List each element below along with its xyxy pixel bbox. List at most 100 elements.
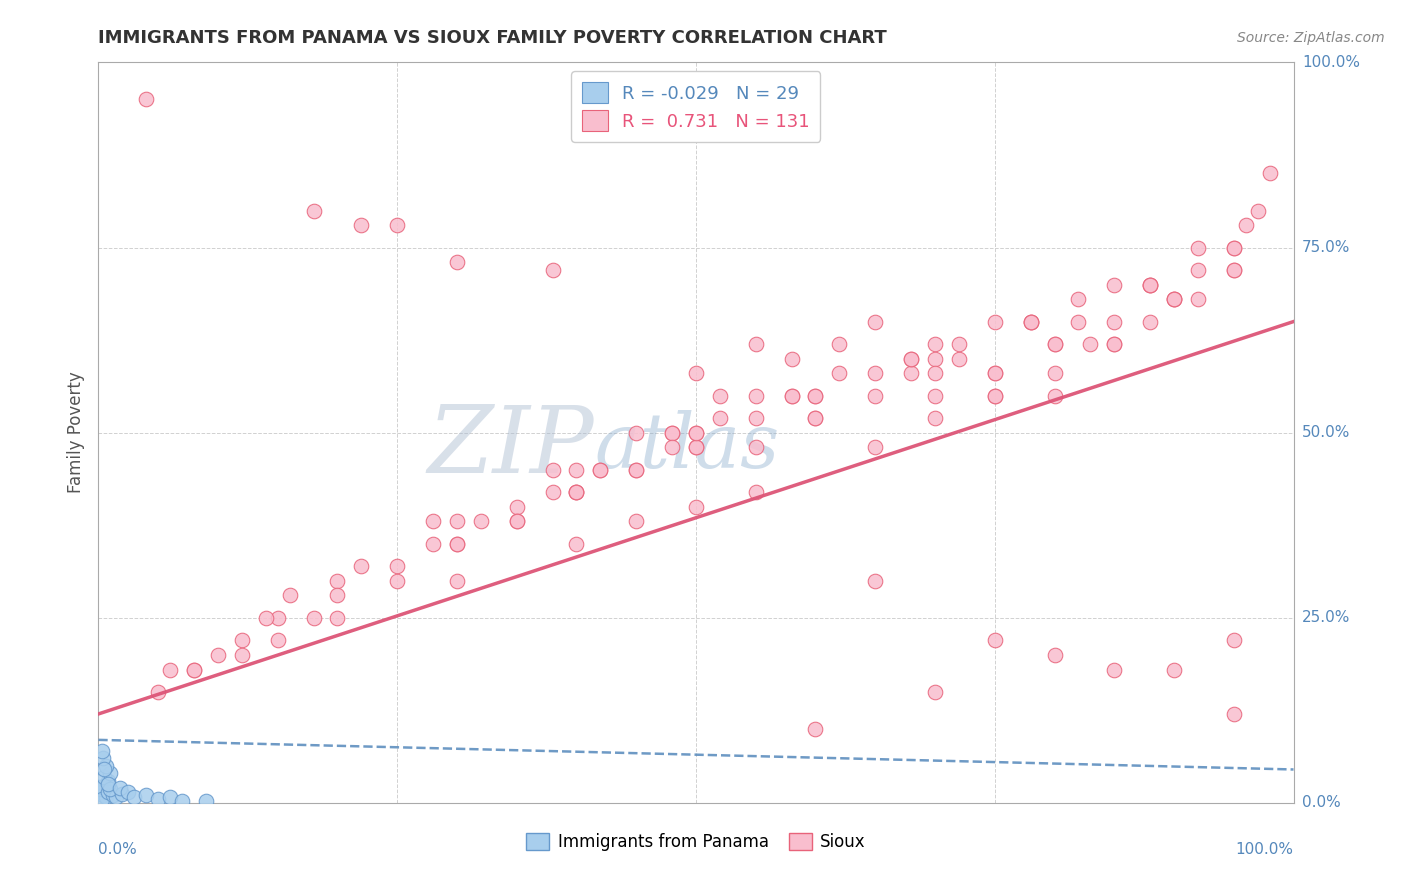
Point <box>350 558 373 573</box>
Point <box>626 515 648 529</box>
Point <box>924 367 946 381</box>
Point <box>1104 336 1126 351</box>
Point <box>1163 293 1185 307</box>
Point <box>1139 277 1161 292</box>
Point <box>984 388 1007 402</box>
Point <box>745 441 768 455</box>
Point <box>108 780 131 795</box>
Point <box>326 610 349 624</box>
Point <box>565 536 588 550</box>
Point <box>422 536 444 550</box>
Text: 100.0%: 100.0% <box>1236 842 1294 856</box>
Point <box>685 441 707 455</box>
Legend: Immigrants from Panama, Sioux: Immigrants from Panama, Sioux <box>519 826 873 857</box>
Point <box>924 351 946 366</box>
Point <box>1234 219 1257 233</box>
Y-axis label: Family Poverty: Family Poverty <box>67 372 86 493</box>
Point <box>745 484 768 499</box>
Point <box>470 515 492 529</box>
Point <box>685 500 707 514</box>
Point <box>984 632 1007 647</box>
Point <box>626 425 648 440</box>
Point <box>231 648 253 662</box>
Point <box>101 789 124 803</box>
Point <box>1139 277 1161 292</box>
Point <box>506 515 529 529</box>
Point <box>804 388 827 402</box>
Point <box>111 787 134 801</box>
Point <box>1163 293 1185 307</box>
Point <box>565 484 588 499</box>
Point <box>172 794 194 808</box>
Text: 0.0%: 0.0% <box>1302 796 1340 810</box>
Point <box>1223 706 1246 721</box>
Point <box>326 574 349 588</box>
Point <box>1223 240 1246 255</box>
Point <box>446 536 468 550</box>
Point <box>254 610 277 624</box>
Point <box>1223 262 1246 277</box>
Point <box>685 425 707 440</box>
Point <box>135 789 157 803</box>
Point <box>98 766 122 780</box>
Point <box>900 351 922 366</box>
Point <box>1258 166 1281 180</box>
Point <box>984 367 1007 381</box>
Point <box>1104 336 1126 351</box>
Point <box>900 367 922 381</box>
Point <box>385 558 409 573</box>
Point <box>685 425 707 440</box>
Point <box>94 789 117 804</box>
Point <box>589 462 612 476</box>
Point <box>1104 663 1126 677</box>
Point <box>984 367 1007 381</box>
Point <box>1104 277 1126 292</box>
Point <box>541 484 564 499</box>
Point <box>1067 314 1090 328</box>
Point <box>446 515 468 529</box>
Point <box>91 744 114 758</box>
Text: ZIP: ZIP <box>427 402 595 492</box>
Point <box>1223 632 1246 647</box>
Point <box>183 663 205 677</box>
Text: 75.0%: 75.0% <box>1302 240 1350 255</box>
Point <box>350 219 373 233</box>
Point <box>207 648 229 662</box>
Point <box>1043 648 1066 662</box>
Point <box>195 794 218 808</box>
Point <box>541 262 564 277</box>
Point <box>93 780 115 795</box>
Point <box>924 410 946 425</box>
Point <box>565 462 588 476</box>
Point <box>1223 240 1246 255</box>
Text: Source: ZipAtlas.com: Source: ZipAtlas.com <box>1237 31 1385 45</box>
Text: 0.0%: 0.0% <box>98 842 138 856</box>
Point <box>709 410 731 425</box>
Point <box>1187 262 1209 277</box>
Point <box>685 367 707 381</box>
Point <box>589 462 612 476</box>
Point <box>1080 336 1102 351</box>
Point <box>278 589 301 603</box>
Point <box>98 782 122 797</box>
Text: 100.0%: 100.0% <box>1302 55 1360 70</box>
Point <box>865 574 887 588</box>
Point <box>1223 262 1246 277</box>
Point <box>948 336 970 351</box>
Point <box>745 410 768 425</box>
Point <box>93 763 115 777</box>
Point <box>924 685 946 699</box>
Point <box>91 785 114 799</box>
Point <box>91 792 114 806</box>
Point <box>93 770 115 784</box>
Point <box>506 500 529 514</box>
Point <box>865 314 887 328</box>
Point <box>124 789 146 804</box>
Point <box>900 351 922 366</box>
Point <box>89 780 111 794</box>
Point <box>804 388 827 402</box>
Point <box>148 685 170 699</box>
Point <box>626 462 648 476</box>
Point <box>1043 367 1066 381</box>
Point <box>1163 293 1185 307</box>
